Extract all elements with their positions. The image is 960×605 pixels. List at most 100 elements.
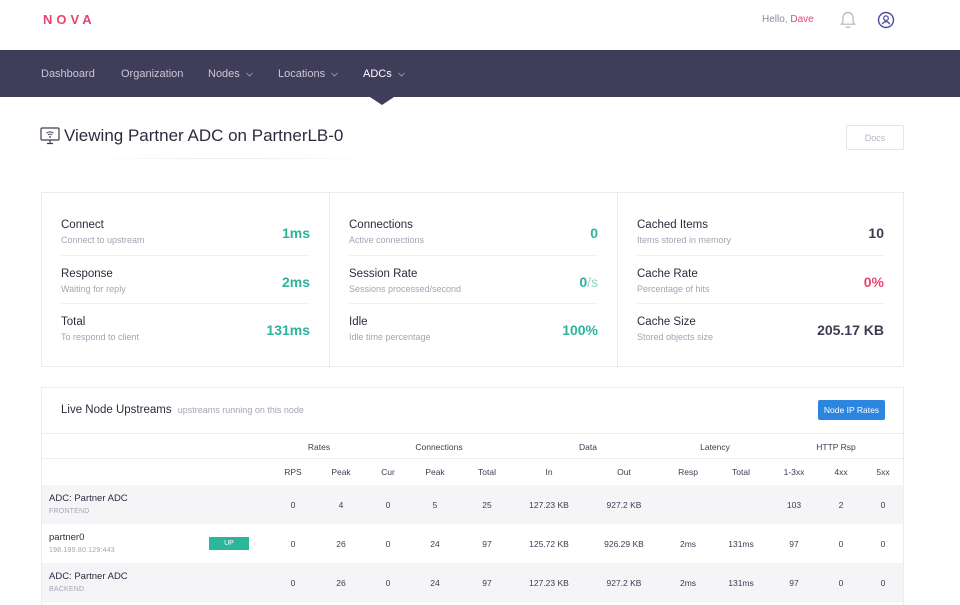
- user-name[interactable]: Dave: [790, 14, 814, 25]
- stat-description: Sessions processed/second: [349, 284, 462, 294]
- stat-value: 1ms: [281, 225, 310, 241]
- group-data: Data: [579, 442, 597, 452]
- upstreams-panel: Live Node Upstreams upstreams running on…: [41, 387, 904, 605]
- cell-data-out: 927.2 KB: [606, 578, 642, 588]
- upstream-address: 198.199.80.129:443: [49, 547, 115, 554]
- cell-http-1-3xx: 103: [786, 500, 802, 510]
- cell-latency-total: 131ms: [728, 578, 754, 588]
- stat-label: Connections: [349, 219, 413, 231]
- cell-http-1-3xx: 97: [789, 539, 799, 549]
- cell-http-5xx: 0: [880, 500, 886, 510]
- stat-description: Connect to upstream: [61, 235, 145, 245]
- stat-label: Cache Rate: [637, 268, 698, 280]
- group-rates: Rates: [307, 442, 331, 452]
- cell-http-5xx: 0: [880, 539, 886, 549]
- node-ip-rates-button[interactable]: Node IP Rates: [818, 400, 885, 420]
- stat-description: Percentage of hits: [637, 284, 710, 294]
- cell-conn-peak: 5: [432, 500, 438, 510]
- stat-value: 100%: [562, 322, 598, 338]
- cell-latency-resp: 2ms: [679, 539, 697, 549]
- cell-http-1-3xx: 97: [789, 578, 799, 588]
- stat-cache-rate: Cache Rate Percentage of hits 0%: [637, 255, 884, 302]
- stat-label: Total: [61, 316, 86, 328]
- stat-value: 131ms: [266, 322, 310, 338]
- stat-description: To respond to client: [61, 332, 140, 342]
- chevron-down-icon: [331, 72, 338, 77]
- col-peak: Peak: [331, 467, 351, 477]
- col-in: In: [545, 467, 553, 477]
- cell-rate-peak: 26: [336, 539, 346, 549]
- col-peak: Peak: [425, 467, 445, 477]
- stat-response: Response Waiting for reply 2ms: [61, 255, 310, 302]
- stats-panel: Connect Connect to upstream 1ms Response…: [41, 192, 904, 368]
- bell-icon[interactable]: [838, 10, 858, 30]
- stat-description: Idle time percentage: [349, 332, 431, 342]
- top-header: NOVA Hello, Dave: [0, 0, 960, 50]
- cell-conn-cur: 0: [385, 500, 391, 510]
- stat-value: 205.17 KB: [817, 322, 884, 338]
- nav-label: Dashboard: [41, 68, 95, 80]
- stat-connections: Connections Active connections 0: [349, 207, 598, 254]
- upstreams-title: Live Node Upstreams: [61, 404, 172, 416]
- group-http-rsp: HTTP Rsp: [816, 442, 856, 452]
- nav-locations[interactable]: Locations: [278, 68, 338, 80]
- cell-http-4xx: 0: [838, 539, 844, 549]
- table-column-header: RPS Peak Cur Peak Total In Out Resp Tota…: [42, 459, 903, 485]
- table-row[interactable]: ADC: Partner ADC BACKEND 0 26 0 24 97 12…: [42, 563, 903, 602]
- cell-conn-cur: 0: [385, 578, 391, 588]
- col-4xx: 4xx: [834, 467, 848, 477]
- col-rps: RPS: [284, 467, 302, 477]
- stat-description: Items stored in memory: [637, 235, 732, 245]
- stat-value: 2ms: [281, 274, 310, 290]
- nav-organization[interactable]: Organization: [121, 68, 183, 80]
- stat-unit: /s: [587, 274, 598, 290]
- col-resp: Resp: [678, 467, 698, 477]
- stats-column-cache: Cached Items Items stored in memory 10 C…: [617, 193, 903, 368]
- cell-rps: 0: [290, 578, 296, 588]
- page-title: Viewing Partner ADC on PartnerLB-0: [64, 126, 344, 145]
- stat-connect: Connect Connect to upstream 1ms: [61, 207, 310, 254]
- chevron-down-icon: [245, 72, 253, 77]
- upstream-name: ADC: Partner ADC: [49, 571, 128, 582]
- cell-data-in: 127.23 KB: [529, 500, 569, 510]
- table-row[interactable]: partner0 198.199.80.129:443 UP 0 26 0 24…: [42, 524, 903, 563]
- upstream-type: FRONTEND: [49, 508, 90, 515]
- cell-rate-peak: 26: [336, 578, 346, 588]
- logo[interactable]: NOVA: [43, 12, 96, 27]
- title-divider: [80, 158, 380, 159]
- col-total: Total: [732, 467, 750, 477]
- nav-nodes[interactable]: Nodes: [208, 68, 253, 80]
- status-badge: UP: [209, 537, 249, 550]
- active-nav-pointer: [370, 97, 394, 105]
- cell-http-4xx: 2: [838, 500, 844, 510]
- stat-description: Stored objects size: [637, 332, 714, 342]
- col-1-3xx: 1-3xx: [783, 467, 805, 477]
- table-group-header: Rates Connections Data Latency HTTP Rsp: [42, 433, 903, 459]
- stat-label: Cached Items: [637, 219, 708, 231]
- cell-data-in: 125.72 KB: [529, 539, 569, 549]
- nav-dashboard[interactable]: Dashboard: [41, 68, 95, 80]
- nav-adcs[interactable]: ADCs: [363, 68, 405, 80]
- table-row[interactable]: ADC: Partner ADC FRONTEND 0 4 0 5 25 127…: [42, 485, 903, 524]
- cell-latency-total: 131ms: [728, 539, 754, 549]
- cell-data-out: 926.29 KB: [604, 539, 644, 549]
- stat-label: Session Rate: [349, 268, 418, 280]
- stat-value: 0%: [863, 274, 884, 290]
- greeting-text: Hello,: [762, 14, 788, 25]
- stat-value: 10: [868, 225, 884, 241]
- cell-http-4xx: 0: [838, 578, 844, 588]
- stat-label: Connect: [61, 219, 104, 231]
- nav-label: ADCs: [363, 68, 392, 80]
- monitor-wifi-icon: [40, 127, 60, 145]
- cell-data-in: 127.23 KB: [529, 578, 569, 588]
- cell-conn-total: 97: [482, 539, 492, 549]
- docs-button[interactable]: Docs: [846, 125, 904, 150]
- cell-conn-peak: 24: [430, 539, 440, 549]
- cell-http-5xx: 0: [880, 578, 886, 588]
- stat-total: Total To respond to client 131ms: [61, 303, 310, 350]
- stat-cache-size: Cache Size Stored objects size 205.17 KB: [637, 303, 884, 350]
- cell-conn-cur: 0: [385, 539, 391, 549]
- account-icon[interactable]: [876, 10, 896, 30]
- upstreams-subtitle: upstreams running on this node: [177, 405, 304, 415]
- cell-conn-peak: 24: [430, 578, 440, 588]
